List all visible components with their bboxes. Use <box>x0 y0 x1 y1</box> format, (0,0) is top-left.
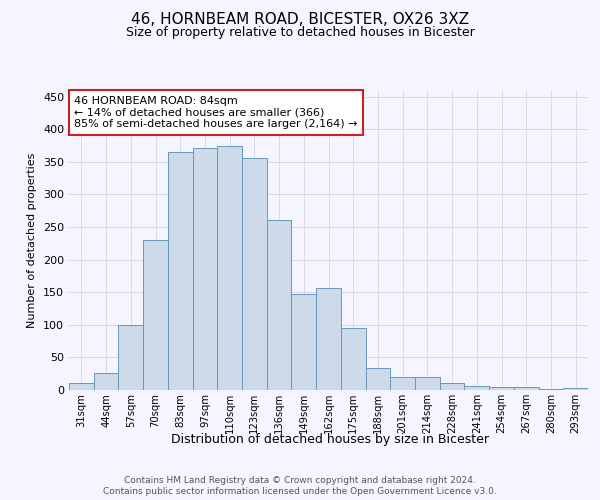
Text: 46 HORNBEAM ROAD: 84sqm
← 14% of detached houses are smaller (366)
85% of semi-d: 46 HORNBEAM ROAD: 84sqm ← 14% of detache… <box>74 96 358 129</box>
Bar <box>316 288 341 390</box>
Bar <box>168 152 193 390</box>
Bar <box>514 388 539 390</box>
Bar <box>489 388 514 390</box>
Text: Contains public sector information licensed under the Open Government Licence v3: Contains public sector information licen… <box>103 488 497 496</box>
Bar <box>390 377 415 390</box>
Bar <box>464 386 489 390</box>
Text: Contains HM Land Registry data © Crown copyright and database right 2024.: Contains HM Land Registry data © Crown c… <box>124 476 476 485</box>
Bar <box>440 384 464 390</box>
Bar <box>341 328 365 390</box>
Bar <box>69 384 94 390</box>
Text: Distribution of detached houses by size in Bicester: Distribution of detached houses by size … <box>171 432 489 446</box>
Bar <box>193 148 217 390</box>
Bar <box>365 368 390 390</box>
Bar <box>267 220 292 390</box>
Bar <box>242 158 267 390</box>
Bar <box>118 325 143 390</box>
Bar <box>217 146 242 390</box>
Text: 46, HORNBEAM ROAD, BICESTER, OX26 3XZ: 46, HORNBEAM ROAD, BICESTER, OX26 3XZ <box>131 12 469 28</box>
Bar <box>292 294 316 390</box>
Bar <box>563 388 588 390</box>
Text: Size of property relative to detached houses in Bicester: Size of property relative to detached ho… <box>125 26 475 39</box>
Bar <box>143 240 168 390</box>
Bar <box>94 373 118 390</box>
Bar <box>415 377 440 390</box>
Y-axis label: Number of detached properties: Number of detached properties <box>28 152 37 328</box>
